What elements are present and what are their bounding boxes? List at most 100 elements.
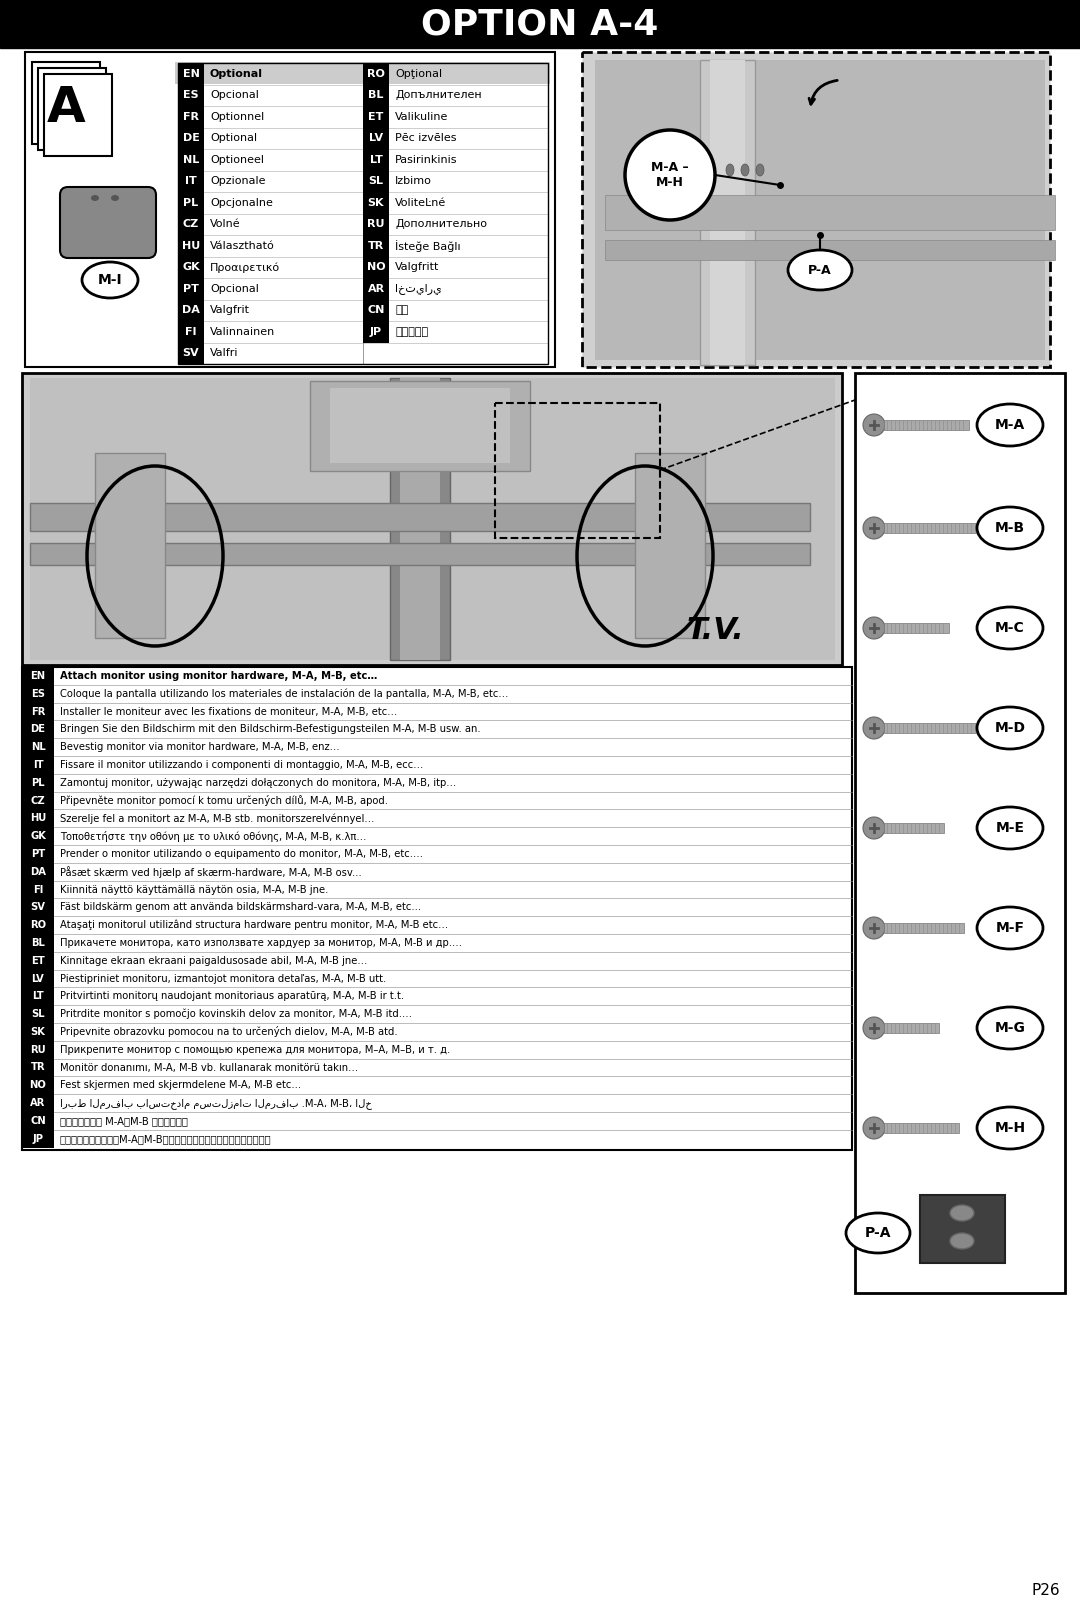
Text: TR: TR xyxy=(30,1063,45,1073)
Text: PL: PL xyxy=(31,778,44,788)
Text: Прикачете монитора, като използвате хардуер за монитор, M-A, M-B и др.…: Прикачете монитора, като използвате хард… xyxy=(60,938,462,948)
Bar xyxy=(22,1005,54,1023)
Text: اختياري: اختياري xyxy=(395,283,442,294)
Bar xyxy=(920,1196,1005,1264)
Text: M-G: M-G xyxy=(995,1021,1025,1036)
Bar xyxy=(22,756,54,773)
Text: オプション: オプション xyxy=(395,327,428,337)
Text: RO: RO xyxy=(367,68,384,79)
Text: P-A: P-A xyxy=(808,264,832,277)
Text: PT: PT xyxy=(184,283,199,294)
Text: Valfri: Valfri xyxy=(210,348,239,358)
Text: GK: GK xyxy=(183,262,200,272)
Text: Installer le moniteur avec les fixations de moniteur, M-A, M-B, etc…: Installer le moniteur avec les fixations… xyxy=(60,707,397,717)
Bar xyxy=(22,969,54,987)
Text: Optioneel: Optioneel xyxy=(210,155,264,165)
Ellipse shape xyxy=(741,163,750,176)
Text: IT: IT xyxy=(32,760,43,770)
Text: M-H: M-H xyxy=(995,1121,1026,1134)
Text: RU: RU xyxy=(367,220,384,230)
Text: اربط المرفاب باستخدام مستلزمات المرفاب .M-A، M-B، الخ: اربط المرفاب باستخدام مستلزمات المرفاب .… xyxy=(60,1097,372,1108)
Text: AR: AR xyxy=(367,283,384,294)
Text: PT: PT xyxy=(31,849,45,859)
Text: Opcjonalne: Opcjonalne xyxy=(210,197,273,207)
Text: 可选: 可选 xyxy=(395,306,408,316)
Text: Valgfritt: Valgfritt xyxy=(395,262,440,272)
Ellipse shape xyxy=(950,1233,974,1249)
Text: RO: RO xyxy=(30,921,46,930)
Bar xyxy=(178,235,204,257)
Bar xyxy=(178,84,204,107)
Bar xyxy=(22,934,54,951)
Text: AR: AR xyxy=(30,1099,45,1108)
Bar xyxy=(22,667,852,1150)
Text: Attach monitor using monitor hardware, M-A, M-B, etc…: Attach monitor using monitor hardware, M… xyxy=(60,671,377,681)
Text: ES: ES xyxy=(184,91,199,100)
Text: Valinnainen: Valinnainen xyxy=(210,327,275,337)
Ellipse shape xyxy=(863,414,885,435)
Bar xyxy=(30,503,810,531)
Bar xyxy=(595,60,1045,359)
Bar xyxy=(363,193,389,214)
Ellipse shape xyxy=(977,707,1043,749)
Bar xyxy=(885,824,944,833)
Text: PL: PL xyxy=(184,197,199,207)
Text: JP: JP xyxy=(32,1134,43,1144)
Text: JP: JP xyxy=(370,327,382,337)
Text: LV: LV xyxy=(369,133,383,144)
Text: Monitör donanımı, M-A, M-B vb. kullanarak monitörü takın…: Monitör donanımı, M-A, M-B vb. kullanara… xyxy=(60,1063,359,1073)
Text: Pēc izvēles: Pēc izvēles xyxy=(395,133,457,144)
Text: İsteğe Bağlı: İsteğe Bağlı xyxy=(395,239,461,252)
Bar xyxy=(22,916,54,934)
Bar xyxy=(178,63,548,364)
Bar xyxy=(22,862,54,880)
Bar xyxy=(22,845,54,862)
Text: A: A xyxy=(46,84,85,133)
Ellipse shape xyxy=(726,163,734,176)
Text: LT: LT xyxy=(32,992,44,1002)
Text: P-A: P-A xyxy=(865,1226,891,1239)
Text: T.V.: T.V. xyxy=(686,616,744,646)
Text: Opzionale: Opzionale xyxy=(210,176,266,186)
FancyBboxPatch shape xyxy=(60,188,156,257)
Bar xyxy=(32,61,100,144)
Text: Pritrdite monitor s pomočjo kovinskih delov za monitor, M-A, M-B itd.…: Pritrdite monitor s pomočjo kovinskih de… xyxy=(60,1010,411,1019)
Text: Piestipriniet monitoru, izmantojot monitora detaľas, M-A, M-B utt.: Piestipriniet monitoru, izmantojot monit… xyxy=(60,974,387,984)
Text: HU: HU xyxy=(30,814,46,824)
Bar xyxy=(605,239,1055,260)
Bar xyxy=(178,170,204,193)
Text: SL: SL xyxy=(368,176,383,186)
Bar xyxy=(885,1023,939,1032)
Bar xyxy=(30,379,835,660)
Text: DE: DE xyxy=(183,133,200,144)
Bar xyxy=(178,107,204,128)
Text: M-B: M-B xyxy=(995,521,1025,536)
Text: Pasirinkinis: Pasirinkinis xyxy=(395,155,458,165)
Bar xyxy=(363,149,389,170)
Text: SV: SV xyxy=(183,348,200,358)
Bar xyxy=(363,320,389,343)
Text: Optional: Optional xyxy=(210,133,257,144)
Text: SK: SK xyxy=(368,197,384,207)
Bar xyxy=(178,63,204,84)
Bar xyxy=(22,951,54,969)
Bar xyxy=(22,1129,54,1147)
Bar xyxy=(363,128,389,149)
Ellipse shape xyxy=(625,129,715,220)
Text: Bringen Sie den Bildschirm mit den Bildschirm-Befestigungsteilen M-A, M-B usw. a: Bringen Sie den Bildschirm mit den Bilds… xyxy=(60,725,481,735)
Ellipse shape xyxy=(977,1107,1043,1149)
Text: Bevestig monitor via monitor hardware, M-A, M-B, enz…: Bevestig monitor via monitor hardware, M… xyxy=(60,743,339,752)
Ellipse shape xyxy=(846,1214,910,1252)
Ellipse shape xyxy=(863,1116,885,1139)
Bar xyxy=(363,170,389,193)
Text: FI: FI xyxy=(32,885,43,895)
Bar xyxy=(22,809,54,827)
Text: Τοποθετήστε την οθόνη με το υλικό οθόνης, M-A, M-B, κ.λπ…: Τοποθετήστε την οθόνη με το υλικό οθόνης… xyxy=(60,830,366,841)
Ellipse shape xyxy=(111,196,119,201)
Text: RU: RU xyxy=(30,1045,45,1055)
Ellipse shape xyxy=(863,917,885,938)
Bar xyxy=(25,52,555,367)
Text: NO: NO xyxy=(367,262,386,272)
Text: Ataşaţi monitorul utilizând structura hardware pentru monitor, M-A, M-B etc…: Ataşaţi monitorul utilizând structura ha… xyxy=(60,921,448,930)
Bar xyxy=(178,320,204,343)
